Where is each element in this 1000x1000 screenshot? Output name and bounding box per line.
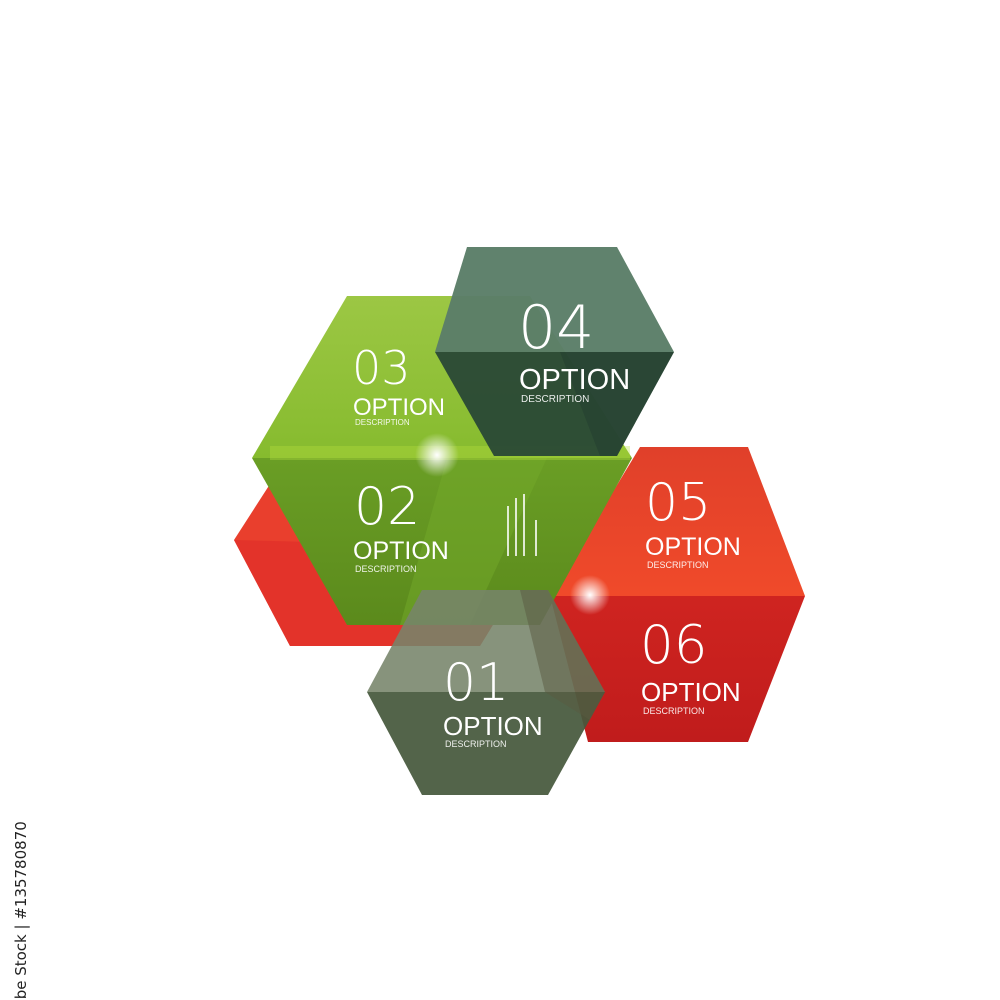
option-02-number: 02: [354, 477, 421, 537]
option-03-title: OPTION: [353, 394, 446, 421]
option-04-description: DESCRIPTION: [521, 394, 590, 405]
option-03-number: 03: [352, 341, 411, 395]
light-flare: [570, 575, 610, 615]
option-06-title: OPTION: [641, 677, 741, 707]
option-03-description: DESCRIPTION: [355, 418, 410, 427]
option-06-number: 06: [640, 615, 708, 676]
option-05-description: DESCRIPTION: [647, 560, 709, 570]
option-04-number: 04: [518, 293, 595, 363]
option-01-title: OPTION: [443, 711, 543, 741]
hex-01: [367, 590, 605, 795]
option-06-description: DESCRIPTION: [643, 706, 705, 716]
option-05-title: OPTION: [645, 533, 741, 561]
option-04-title: OPTION: [519, 364, 631, 396]
light-flare: [415, 433, 459, 477]
vertical-bars-icon: [507, 494, 537, 556]
hex-05-06: [550, 447, 805, 742]
option-01-number: 01: [443, 653, 510, 713]
option-05-number: 05: [645, 473, 712, 533]
option-01-description: DESCRIPTION: [445, 739, 507, 749]
stock-id-label: Adobe Stock | #135780870: [12, 821, 30, 1000]
hex-04: [435, 247, 674, 456]
option-02-description: DESCRIPTION: [355, 564, 417, 574]
option-02-title: OPTION: [353, 537, 449, 565]
